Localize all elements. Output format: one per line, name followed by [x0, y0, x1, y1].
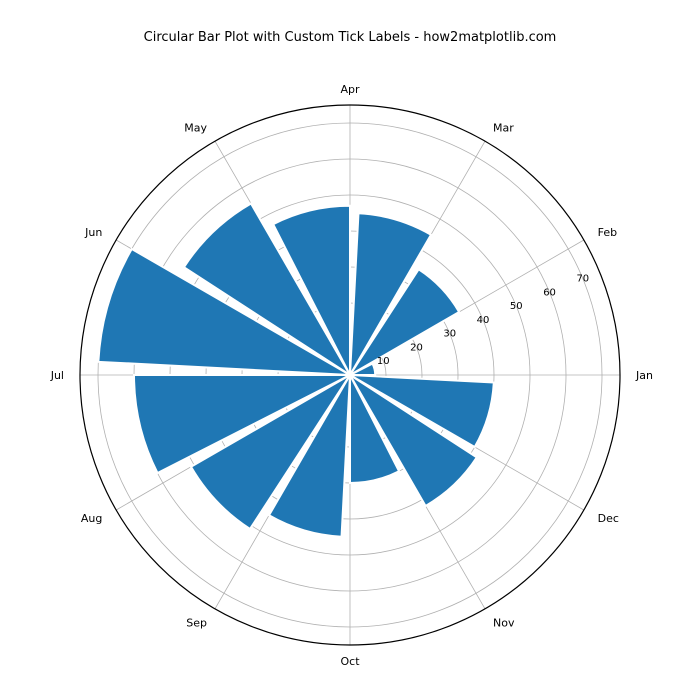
category-label: Mar — [493, 121, 514, 134]
category-label: Jun — [84, 226, 102, 239]
radial-tick-label: 40 — [477, 315, 490, 326]
category-label: Nov — [493, 617, 515, 630]
category-label: Apr — [340, 83, 360, 96]
chart-container: Circular Bar Plot with Custom Tick Label… — [0, 0, 700, 700]
radial-tick-label: 30 — [443, 329, 456, 340]
category-label: Oct — [340, 655, 360, 668]
radial-tick-label: 10 — [377, 356, 390, 367]
radial-tick-label: 20 — [410, 342, 423, 353]
radial-tick-label: 50 — [510, 301, 523, 312]
polar-chart: 10 20 30 40 50 60 70 Jan Feb Mar Apr May Jun Jul Aug Se… — [0, 0, 700, 700]
radial-tick-label: 60 — [543, 287, 556, 298]
radial-tick-label: 70 — [576, 274, 589, 285]
category-label: Jan — [635, 369, 653, 382]
category-label: Feb — [598, 226, 617, 239]
category-label: Sep — [186, 617, 207, 630]
category-label: May — [184, 121, 207, 134]
category-label: Aug — [81, 512, 102, 525]
category-label: Dec — [598, 512, 619, 525]
category-label: Jul — [50, 369, 64, 382]
